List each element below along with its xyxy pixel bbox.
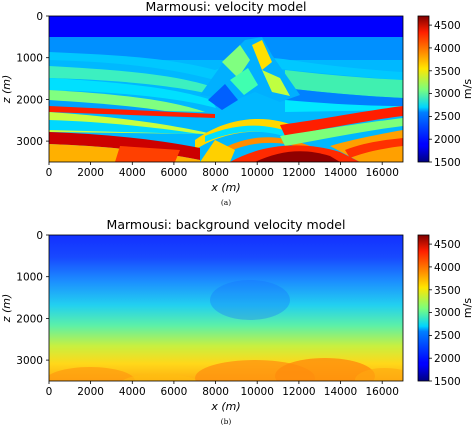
x-tick-label: 10000 <box>240 167 273 179</box>
x-tick-label: 8000 <box>202 167 229 179</box>
panel-a-velocity-image <box>49 16 403 162</box>
y-tick-label: 0 <box>36 11 43 23</box>
y-tick-label: 2000 <box>16 94 43 106</box>
x-tick-label: 16000 <box>365 167 398 179</box>
x-tick-label: 10000 <box>240 386 273 398</box>
colorbar-tick-label: 1500 <box>434 157 461 169</box>
x-tick-label: 12000 <box>282 386 315 398</box>
panel-a-x-axis: 0 2000 4000 6000 8000 10000 12000 14000 … <box>46 162 399 194</box>
colorbar-tick-label: 4500 <box>434 239 461 251</box>
x-tick-label: 0 <box>46 386 53 398</box>
colorbar-tick-label: 4500 <box>434 20 461 32</box>
y-tick-label: 1000 <box>16 272 43 284</box>
panel-a-caption: (a) <box>221 198 231 207</box>
panel-b-title: Marmousi: background velocity model <box>107 217 346 232</box>
panel-b-x-label: x (m) <box>210 400 240 413</box>
colorbar-tick-label: 3000 <box>434 307 461 319</box>
x-tick-label: 14000 <box>324 167 357 179</box>
panel-a-frame <box>48 15 404 163</box>
x-tick-label: 0 <box>46 167 53 179</box>
panel-b: Marmousi: background velocity model 0 20… <box>0 217 474 426</box>
colorbar-tick-label: 3500 <box>434 285 461 297</box>
panel-a-y-axis: 0 1000 2000 3000 z (m) <box>0 11 49 148</box>
x-tick-label: 2000 <box>77 167 104 179</box>
y-tick-label: 1000 <box>16 53 43 65</box>
x-tick-label: 4000 <box>119 167 146 179</box>
x-tick-label: 14000 <box>324 386 357 398</box>
y-tick-label: 3000 <box>16 355 43 367</box>
panel-b-colorbar: 4500 4000 3500 3000 2500 2000 1500 m/s <box>417 234 474 388</box>
panel-b-caption: (b) <box>221 417 232 426</box>
y-tick-label: 2000 <box>16 313 43 325</box>
y-tick-label: 3000 <box>16 136 43 148</box>
x-tick-label: 16000 <box>365 386 398 398</box>
colorbar-unit-label: m/s <box>461 298 474 318</box>
colorbar-tick-label: 2500 <box>434 111 461 123</box>
x-tick-label: 8000 <box>202 386 229 398</box>
x-tick-label: 2000 <box>77 386 104 398</box>
panel-b-x-axis: 0 2000 4000 6000 8000 10000 12000 14000 … <box>46 381 399 413</box>
panel-b-y-label: z (m) <box>0 294 13 324</box>
panel-b-y-axis: 0 1000 2000 3000 z (m) <box>0 230 49 367</box>
y-tick-label: 0 <box>36 230 43 242</box>
colorbar-tick-label: 4000 <box>434 43 461 55</box>
panel-a-title: Marmousi: velocity model <box>145 0 306 14</box>
colorbar-tick-label: 1500 <box>434 376 461 388</box>
panel-b-velocity-image <box>49 235 403 381</box>
panel-a: Marmousi: velocity model <box>0 0 474 207</box>
panel-a-colorbar: 4500 4000 3500 3000 2500 2000 1500 m/s <box>417 15 474 169</box>
colorbar-tick-label: 4000 <box>434 262 461 274</box>
x-tick-label: 6000 <box>161 386 188 398</box>
colorbar-tick-label: 3000 <box>434 88 461 100</box>
colorbar-unit-label: m/s <box>461 79 474 99</box>
x-tick-label: 6000 <box>161 167 188 179</box>
panel-a-x-label: x (m) <box>210 181 240 194</box>
x-tick-label: 4000 <box>119 386 146 398</box>
colorbar-tick-label: 3500 <box>434 66 461 78</box>
colorbar-tick-label: 2000 <box>434 353 461 365</box>
colorbar-tick-label: 2000 <box>434 134 461 146</box>
panel-a-y-label: z (m) <box>0 75 13 105</box>
colorbar-tick-label: 2500 <box>434 330 461 342</box>
panel-b-frame <box>48 234 404 382</box>
x-tick-label: 12000 <box>282 167 315 179</box>
